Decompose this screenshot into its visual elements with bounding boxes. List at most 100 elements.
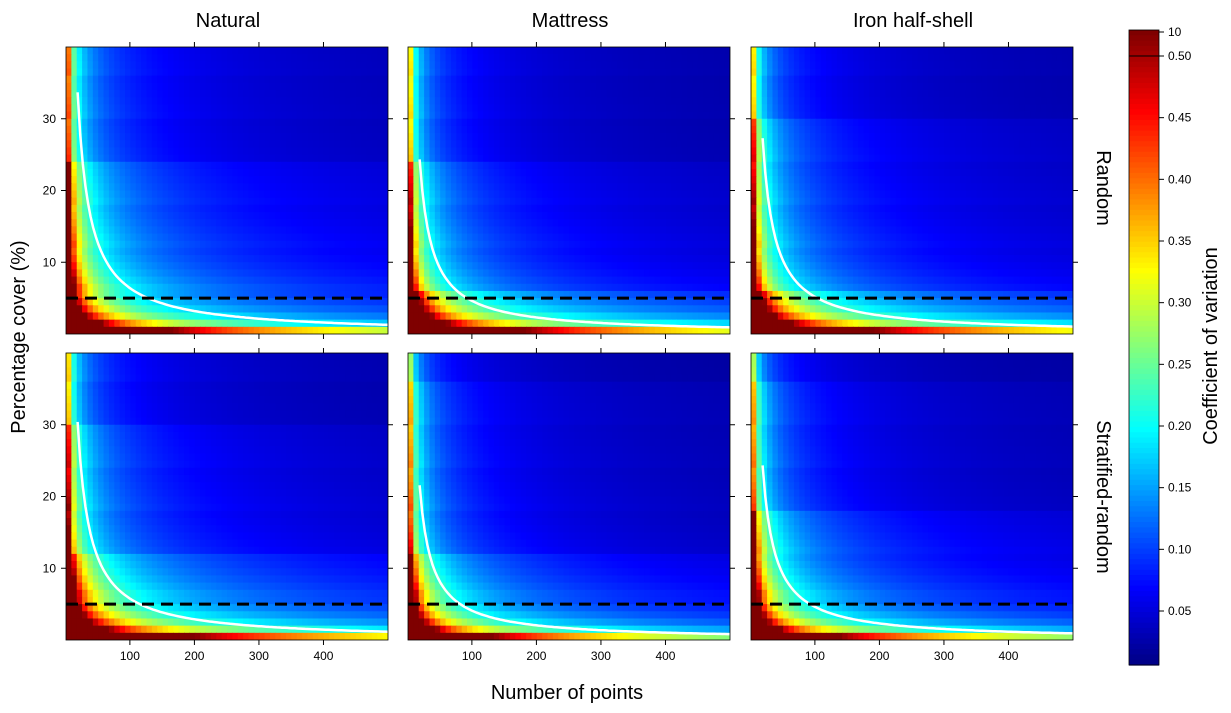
heatmap-cell xyxy=(703,154,710,163)
heatmap-cell xyxy=(280,118,287,127)
heatmap-cell xyxy=(617,133,624,141)
heatmap-cell xyxy=(227,133,233,141)
heatmap-cell xyxy=(108,319,115,328)
heatmap-cell xyxy=(622,269,629,278)
heatmap-cell xyxy=(515,168,522,177)
heatmap-cell xyxy=(135,283,142,292)
heatmap-cell xyxy=(114,226,121,235)
heatmap-cell xyxy=(286,140,292,149)
heatmap-cell xyxy=(569,104,575,113)
heatmap-cell xyxy=(253,247,260,256)
heatmap-cell xyxy=(467,240,473,249)
heatmap-cell xyxy=(280,312,287,321)
heatmap-cell xyxy=(200,240,207,249)
heatmap-cell xyxy=(638,54,645,62)
heatmap-cell xyxy=(531,97,538,105)
heatmap-cell xyxy=(767,47,774,55)
heatmap-cell xyxy=(692,319,699,328)
heatmap-cell xyxy=(119,190,126,199)
heatmap-cell xyxy=(200,176,207,184)
heatmap-cell xyxy=(355,219,362,227)
heatmap-cell xyxy=(178,61,185,70)
heatmap-cell xyxy=(275,104,282,113)
heatmap-cell xyxy=(355,154,362,163)
heatmap-cell xyxy=(248,247,255,256)
heatmap-cell xyxy=(445,312,452,321)
heatmap-cell xyxy=(504,111,511,120)
x-axis-title: Number of points xyxy=(491,682,643,704)
heatmap-cell xyxy=(493,269,500,278)
heatmap-cell xyxy=(286,104,292,113)
heatmap-cell xyxy=(280,47,287,55)
heatmap-cell xyxy=(703,125,710,134)
heatmap-cell xyxy=(611,233,618,242)
heatmap-cell xyxy=(130,61,137,70)
heatmap-cell xyxy=(194,233,201,242)
heatmap-cell xyxy=(264,47,271,55)
heatmap-cell xyxy=(280,90,287,98)
heatmap-cell xyxy=(339,118,346,127)
heatmap-cell xyxy=(334,176,341,184)
heatmap-cell xyxy=(424,183,431,192)
heatmap-cell xyxy=(654,82,661,91)
heatmap-cell xyxy=(361,176,368,184)
heatmap-cell xyxy=(76,319,83,328)
heatmap-cell xyxy=(355,233,362,242)
heatmap-cell xyxy=(151,111,158,120)
heatmap-cell xyxy=(108,233,115,242)
heatmap-cell xyxy=(71,161,78,170)
heatmap-cell xyxy=(269,183,276,192)
heatmap-cell xyxy=(467,312,473,321)
heatmap-cell xyxy=(350,269,357,278)
heatmap-cell xyxy=(697,68,704,77)
heatmap-cell xyxy=(644,226,651,235)
heatmap-cell xyxy=(237,219,244,227)
heatmap-cell xyxy=(590,97,597,105)
heatmap-cell xyxy=(318,54,325,62)
heatmap-cell xyxy=(184,104,191,113)
heatmap-cell xyxy=(676,269,683,278)
heatmap-cell xyxy=(371,298,378,306)
heatmap-cell xyxy=(125,168,131,177)
heatmap-cell xyxy=(253,226,260,235)
heatmap-cell xyxy=(382,326,388,334)
heatmap-cell xyxy=(601,290,608,299)
heatmap-cell xyxy=(563,219,570,227)
heatmap-cell xyxy=(579,283,586,292)
heatmap-cell xyxy=(456,204,463,213)
heatmap-cell xyxy=(103,133,110,141)
heatmap-cell xyxy=(87,262,94,271)
colorbar-segment xyxy=(1129,331,1159,338)
heatmap-cell xyxy=(269,176,276,184)
heatmap-cell xyxy=(92,125,99,134)
heatmap-cell xyxy=(606,68,613,77)
heatmap-cell xyxy=(681,305,688,314)
heatmap-cell xyxy=(312,61,319,70)
heatmap-cell xyxy=(253,154,260,163)
heatmap-cell xyxy=(286,133,292,141)
heatmap-cell xyxy=(526,305,533,314)
heatmap-cell xyxy=(291,54,298,62)
heatmap-cell xyxy=(413,226,420,235)
heatmap-cell xyxy=(713,125,720,134)
heatmap-cell xyxy=(606,75,613,84)
heatmap-cell xyxy=(531,219,538,227)
heatmap-cell xyxy=(334,298,341,306)
heatmap-cell xyxy=(243,125,250,134)
heatmap-cell xyxy=(286,319,292,328)
heatmap-cell xyxy=(66,204,72,213)
heatmap-cell xyxy=(200,82,207,91)
heatmap-cell xyxy=(574,219,581,227)
heatmap-cell xyxy=(408,290,414,299)
heatmap-cell xyxy=(617,90,624,98)
heatmap-cell xyxy=(302,204,309,213)
heatmap-cell xyxy=(345,255,352,263)
heatmap-cell xyxy=(429,233,436,242)
heatmap-cell xyxy=(248,255,255,263)
heatmap-cell xyxy=(328,283,335,292)
heatmap-cell xyxy=(708,183,715,192)
heatmap-cell xyxy=(264,154,271,163)
heatmap-cell xyxy=(440,290,447,299)
heatmap-cell xyxy=(649,97,656,105)
heatmap-cell xyxy=(708,262,715,271)
